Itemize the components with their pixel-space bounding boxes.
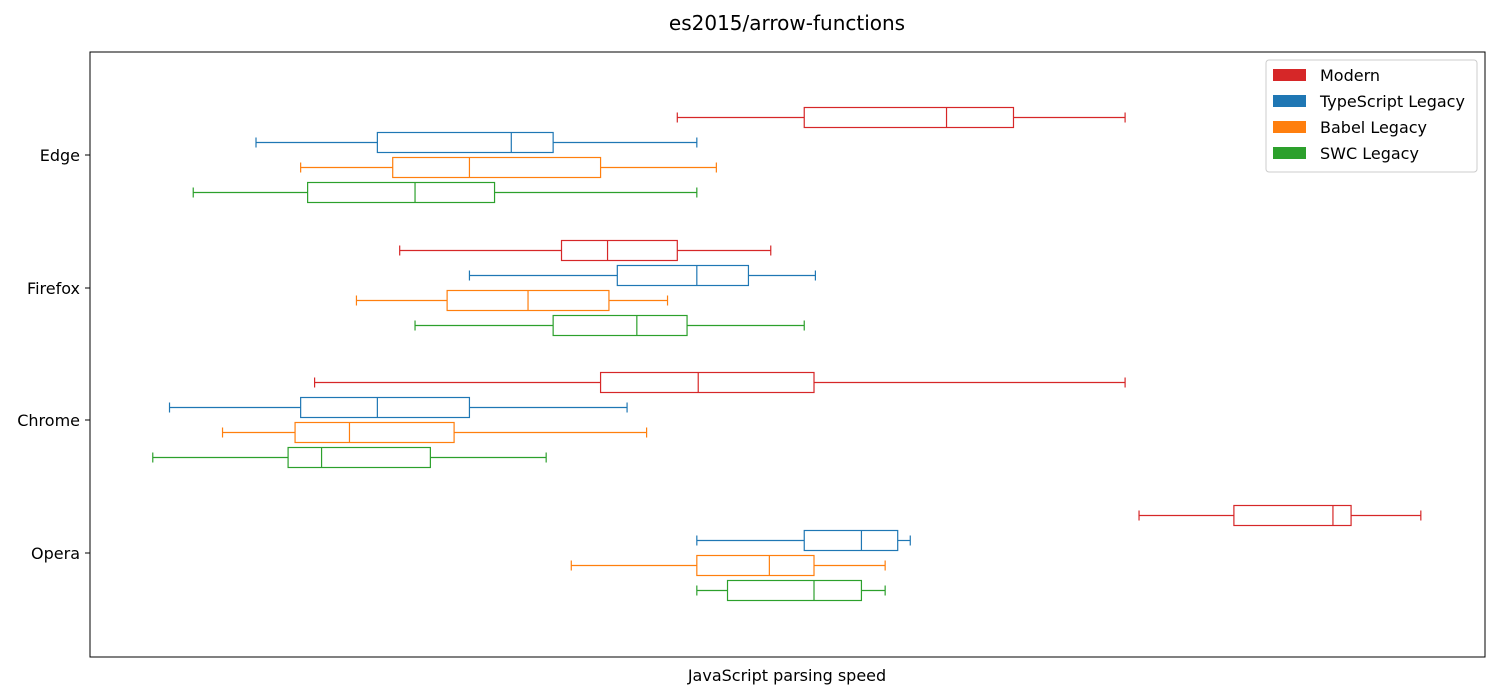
- y-tick-label: Edge: [40, 146, 80, 165]
- box-iqr: [300, 396, 471, 419]
- box-iqr: [726, 579, 863, 602]
- box-iqr: [616, 264, 750, 287]
- box-iqr: [696, 554, 815, 577]
- box-modern-firefox: [399, 239, 772, 262]
- y-tick-label: Chrome: [17, 411, 80, 430]
- box-babel-legacy-chrome: [221, 421, 648, 444]
- box-group: [152, 106, 1422, 602]
- y-axis: Edge Firefox Chrome Opera: [17, 146, 90, 563]
- box-typescript-legacy-opera: [696, 529, 911, 552]
- box-iqr: [803, 106, 1015, 129]
- box-iqr: [803, 529, 899, 552]
- box-iqr: [307, 181, 496, 204]
- box-iqr: [599, 371, 815, 394]
- box-modern-opera: [1138, 504, 1422, 527]
- box-modern-edge: [676, 106, 1126, 129]
- legend: Modern TypeScript Legacy Babel Legacy SWC L…: [1265, 59, 1478, 173]
- legend-entry: Babel Legacy: [1320, 118, 1427, 137]
- box-swc-legacy-opera: [696, 579, 886, 602]
- box-typescript-legacy-edge: [255, 131, 698, 154]
- box-typescript-legacy-chrome: [168, 396, 628, 419]
- legend-swatch: [1273, 121, 1306, 133]
- legend-frame: [1265, 59, 1478, 173]
- box-iqr: [287, 446, 431, 469]
- legend-swatch: [1273, 69, 1306, 81]
- legend-entry: TypeScript Legacy: [1319, 92, 1465, 111]
- box-iqr: [560, 239, 678, 262]
- box-swc-legacy-chrome: [152, 446, 547, 469]
- legend-swatch: [1273, 147, 1306, 159]
- box-swc-legacy-firefox: [414, 314, 805, 337]
- chart-title: es2015/arrow-functions: [669, 11, 905, 35]
- box-iqr: [1233, 504, 1352, 527]
- y-tick-label: Opera: [31, 544, 80, 563]
- box-babel-legacy-firefox: [355, 289, 669, 312]
- plot-area: [89, 51, 1486, 658]
- legend-entry: Modern: [1320, 66, 1380, 85]
- y-tick-label: Firefox: [27, 279, 80, 298]
- legend-swatch: [1273, 95, 1306, 107]
- box-swc-legacy-edge: [192, 181, 698, 204]
- legend-entry: SWC Legacy: [1320, 144, 1419, 163]
- box-modern-chrome: [313, 371, 1126, 394]
- box-babel-legacy-edge: [300, 156, 717, 179]
- box-babel-legacy-opera: [570, 554, 886, 577]
- x-axis-label: JavaScript parsing speed: [687, 666, 886, 685]
- box-iqr: [376, 131, 554, 154]
- box-iqr: [294, 421, 455, 444]
- box-iqr: [552, 314, 688, 337]
- box-iqr: [392, 156, 602, 179]
- box-typescript-legacy-firefox: [468, 264, 817, 287]
